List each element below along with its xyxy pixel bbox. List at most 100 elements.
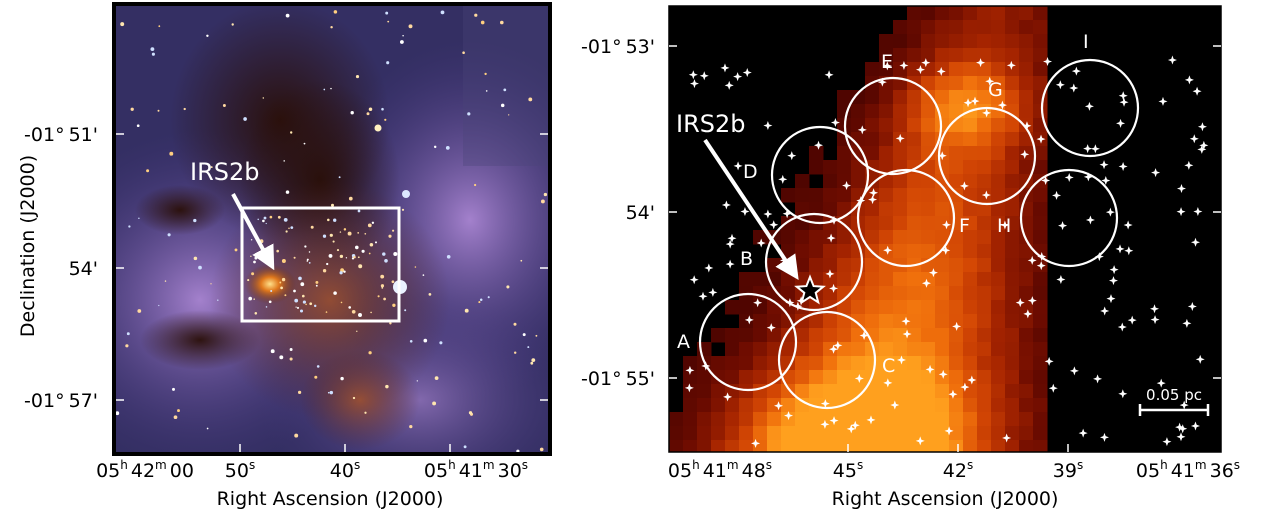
heat-cell — [795, 440, 810, 452]
star-marker — [756, 238, 766, 248]
star — [382, 252, 386, 256]
heat-cell — [1033, 328, 1048, 343]
heat-cell — [837, 90, 852, 105]
heat-cell — [893, 272, 908, 287]
star — [193, 256, 198, 261]
star — [367, 223, 372, 228]
right-tick-marks — [669, 45, 1221, 452]
star — [348, 196, 353, 201]
heat-cell — [879, 398, 894, 413]
star-marker — [1184, 160, 1194, 170]
star — [326, 262, 329, 266]
region-circle-b — [764, 212, 864, 312]
heat-cell — [1005, 174, 1020, 189]
heat-cell — [837, 342, 852, 357]
heat-cell — [795, 230, 810, 245]
heat-cell — [1005, 216, 1020, 231]
heat-cell — [1019, 384, 1034, 399]
heat-cell — [977, 202, 992, 217]
heat-cell — [921, 188, 936, 203]
heat-cell — [879, 34, 894, 49]
heat-cell — [683, 426, 698, 441]
heat-cell — [893, 300, 908, 315]
right-source-arrow — [703, 138, 799, 280]
heat-cell — [879, 258, 894, 273]
heat-cell — [1005, 48, 1020, 63]
heat-cell — [907, 174, 922, 189]
star-marker — [981, 190, 991, 200]
heat-cell — [1033, 216, 1048, 231]
left-ytick-2: -01° 57' — [24, 390, 98, 412]
star-marker — [901, 316, 911, 326]
region-circle-e — [843, 76, 943, 176]
star — [299, 309, 304, 313]
star — [253, 260, 256, 264]
heat-cell — [907, 132, 922, 147]
star — [164, 280, 167, 282]
heat-cell — [949, 398, 964, 413]
heat-cell — [963, 342, 978, 357]
heat-cell — [921, 398, 936, 413]
heat-cell — [991, 20, 1006, 35]
star — [384, 118, 387, 121]
star — [183, 107, 186, 111]
heat-cell — [991, 300, 1006, 315]
star-marker — [859, 331, 869, 341]
heat-cell — [977, 426, 992, 441]
heat-cell — [1033, 34, 1048, 49]
star — [348, 306, 352, 309]
heat-cell — [907, 384, 922, 399]
region-label-f: F — [959, 215, 970, 237]
star — [322, 269, 327, 273]
star — [402, 35, 404, 37]
heat-cell — [893, 90, 908, 105]
star-marker — [1000, 220, 1010, 230]
heat-cell — [963, 202, 978, 217]
star — [172, 387, 175, 391]
star — [333, 291, 337, 295]
heat-cell — [837, 300, 852, 315]
heat-cell — [991, 384, 1006, 399]
heat-cell — [893, 342, 908, 357]
star-marker — [763, 121, 773, 131]
heat-cell — [907, 6, 922, 21]
star-marker — [1071, 66, 1081, 76]
heat-cell — [851, 160, 866, 175]
star-marker — [742, 68, 752, 78]
star — [248, 296, 253, 301]
heat-cell — [991, 342, 1006, 357]
heat-map — [669, 6, 1048, 452]
heat-cell — [1033, 104, 1048, 119]
star — [377, 295, 380, 298]
heat-cell — [893, 20, 908, 35]
star-marker — [866, 415, 876, 425]
heat-cell — [1019, 342, 1034, 357]
right-xtick-2: 42s — [943, 458, 973, 482]
star — [270, 289, 273, 293]
heat-cell — [963, 174, 978, 189]
heat-cell — [837, 188, 852, 203]
heat-cell — [767, 286, 782, 301]
star — [361, 249, 365, 253]
star-marker — [944, 426, 954, 436]
star — [366, 112, 370, 116]
heat-cell — [865, 286, 880, 301]
heat-cell — [1005, 230, 1020, 245]
star — [276, 249, 280, 253]
star — [277, 215, 281, 219]
heat-cell — [991, 146, 1006, 161]
star-marker — [1127, 315, 1137, 325]
star — [254, 256, 258, 260]
star-marker — [1176, 432, 1186, 442]
star — [383, 297, 386, 301]
star — [306, 258, 309, 261]
heat-cell — [921, 244, 936, 259]
left-tick-marks — [116, 133, 548, 452]
heat-cell — [977, 370, 992, 385]
heat-cell — [837, 160, 852, 175]
heat-cell — [879, 90, 894, 105]
star — [416, 380, 418, 382]
heat-cell — [865, 188, 880, 203]
heat-cell — [1019, 272, 1034, 287]
star-marker — [1197, 122, 1207, 132]
